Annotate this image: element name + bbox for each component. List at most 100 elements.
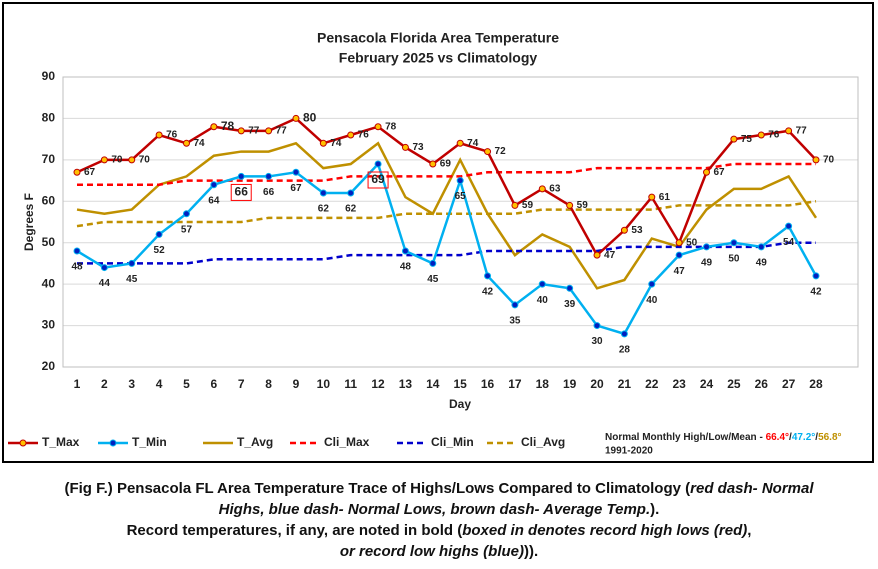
- data-point: [100, 264, 108, 272]
- data-point: [401, 143, 409, 151]
- caption-line: Highs, blue dash- Normal Lows, brown das…: [0, 499, 878, 520]
- data-label: 45: [427, 274, 439, 285]
- data-point: [812, 272, 820, 280]
- data-label: 59: [522, 200, 534, 211]
- data-point: [511, 201, 519, 209]
- data-label: 50: [728, 253, 740, 264]
- caption-text: ,: [747, 522, 752, 539]
- x-tick-label: 18: [536, 377, 550, 391]
- data-label: 57: [181, 224, 193, 235]
- data-label: 40: [537, 295, 549, 306]
- x-tick-label: 8: [265, 377, 272, 391]
- x-tick-label: 22: [645, 377, 659, 391]
- x-tick-label: 16: [481, 377, 495, 391]
- data-label: 42: [810, 286, 822, 297]
- data-point: [374, 123, 382, 131]
- chart-title: February 2025 vs Climatology: [339, 50, 538, 66]
- x-tick-label: 27: [782, 377, 796, 391]
- record-box: [367, 171, 389, 189]
- x-tick-label: 6: [211, 377, 218, 391]
- chart-title: Pensacola Florida Area Temperature: [317, 30, 559, 46]
- data-point: [593, 251, 601, 259]
- data-label: 44: [99, 278, 111, 289]
- data-point: [265, 172, 273, 180]
- data-point: [429, 259, 437, 267]
- data-point: [703, 168, 711, 176]
- data-label: 52: [154, 245, 166, 256]
- data-label: 75: [741, 134, 753, 145]
- data-point: [757, 243, 765, 251]
- x-tick-label: 13: [399, 377, 413, 391]
- data-point: [155, 230, 163, 238]
- caption-text: Record temperatures, if any, are noted i…: [126, 522, 463, 539]
- data-point: [484, 148, 492, 156]
- data-label: 30: [591, 336, 603, 347]
- legend-label: Cli_Min: [431, 435, 474, 449]
- data-point: [812, 156, 820, 164]
- data-label: 49: [701, 257, 713, 268]
- data-label: 76: [166, 130, 178, 141]
- data-point: [265, 127, 273, 135]
- data-point: [675, 239, 683, 247]
- data-label: 48: [400, 262, 412, 273]
- record-box: [230, 183, 252, 201]
- caption: (Fig F.) Pensacola FL Area Temperature T…: [0, 478, 878, 562]
- data-label: 28: [619, 344, 631, 355]
- x-tick-label: 19: [563, 377, 577, 391]
- data-label: 70: [111, 154, 123, 165]
- data-label: 74: [330, 138, 342, 149]
- note: Normal Monthly High/Low/Mean - 66.4°/47.…: [605, 432, 842, 443]
- data-label: 76: [358, 130, 370, 141]
- data-point: [237, 172, 245, 180]
- data-label: 61: [659, 192, 671, 203]
- data-label: 62: [345, 204, 357, 215]
- caption-text: red dash- Normal: [690, 480, 814, 497]
- x-tick-label: 25: [727, 377, 741, 391]
- data-label: 48: [71, 262, 83, 273]
- legend-label: T_Avg: [237, 435, 273, 449]
- x-tick-label: 14: [426, 377, 440, 391]
- x-tick-label: 20: [590, 377, 604, 391]
- y-tick-label: 60: [42, 193, 56, 207]
- data-label: 70: [139, 154, 151, 165]
- data-point: [128, 156, 136, 164]
- data-point: [347, 131, 355, 139]
- data-label: 73: [412, 142, 424, 153]
- y-tick-label: 20: [42, 359, 56, 373]
- data-point: [210, 123, 218, 131]
- y-tick-label: 30: [42, 318, 56, 332]
- data-label: 69: [371, 172, 385, 186]
- caption-text: Highs, blue dash- Normal Lows, brown das…: [218, 501, 651, 518]
- data-label: 77: [796, 125, 808, 136]
- x-tick-label: 9: [293, 377, 300, 391]
- series-line: [76, 116, 817, 258]
- legend-label: Cli_Avg: [521, 435, 565, 449]
- data-label: 65: [455, 191, 467, 202]
- data-point: [237, 127, 245, 135]
- data-label: 54: [783, 237, 795, 248]
- data-point: [456, 139, 464, 147]
- note-high: 66.4°: [766, 432, 789, 443]
- x-tick-label: 11: [344, 377, 357, 391]
- x-tick-label: 17: [508, 377, 522, 391]
- x-tick-label: 28: [809, 377, 823, 391]
- data-label: 39: [564, 299, 576, 310]
- note-mean: 56.8°: [818, 432, 841, 443]
- data-label: 78: [385, 121, 397, 132]
- data-point: [374, 160, 382, 168]
- data-point: [620, 226, 628, 234]
- data-label: 63: [549, 183, 561, 194]
- x-tick-label: 5: [183, 377, 190, 391]
- data-label: 80: [303, 111, 317, 125]
- data-point: [128, 259, 136, 267]
- legend-marker: [19, 439, 27, 447]
- data-point: [785, 127, 793, 135]
- x-tick-label: 3: [128, 377, 135, 391]
- data-point: [210, 181, 218, 189]
- caption-line: Record temperatures, if any, are noted i…: [0, 520, 878, 541]
- data-label: 47: [674, 266, 686, 277]
- legend-label: Cli_Max: [324, 435, 370, 449]
- data-label: 42: [482, 286, 494, 297]
- data-label: 77: [248, 125, 260, 136]
- data-point: [456, 177, 464, 185]
